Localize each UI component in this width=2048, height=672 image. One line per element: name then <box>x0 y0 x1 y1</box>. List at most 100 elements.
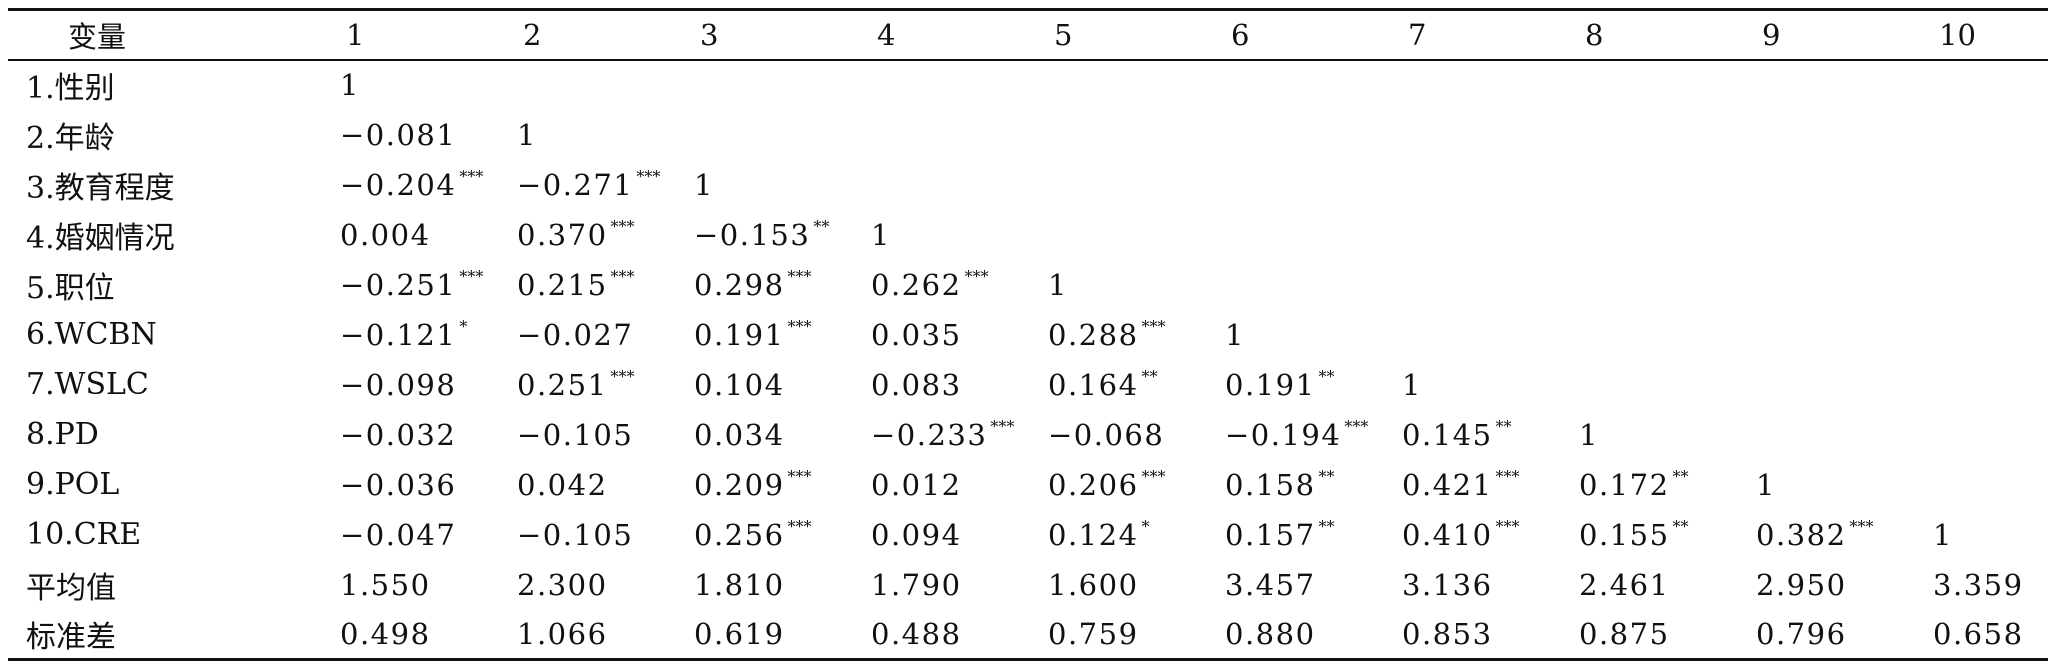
cell-value: 1 <box>517 117 537 152</box>
significance-mark: ** <box>1495 417 1512 436</box>
row-label: 1.性别 <box>26 71 115 106</box>
cell-value: 1.550 <box>340 567 431 602</box>
cell-value: −0.081 <box>340 117 457 152</box>
row-label: 3.教育程度 <box>26 170 175 206</box>
table-cell <box>1565 210 1742 260</box>
header-col-3: 3 <box>700 17 719 52</box>
table-cell: 1 <box>503 110 680 160</box>
table-cell: 1 <box>1034 260 1211 310</box>
significance-mark: *** <box>459 167 484 186</box>
cell-value: −0.047 <box>340 517 457 552</box>
cell-value: 0.421 <box>1402 468 1493 502</box>
significance-mark: * <box>1141 517 1150 536</box>
table-cell: 0.256 *** <box>680 510 857 560</box>
table-cell <box>1565 360 1742 410</box>
table-cell <box>1742 360 1919 410</box>
header-variable: 变量 <box>68 19 127 54</box>
cell-value: 0.145 <box>1402 418 1493 452</box>
table-cell: 0.658 <box>1919 610 2048 660</box>
row-label: 标准差 <box>26 619 116 655</box>
table-cell: 0.104 <box>680 360 857 410</box>
row-label: 平均值 <box>26 570 116 606</box>
table-cell <box>1919 360 2048 410</box>
table-cell <box>857 110 1034 160</box>
cell-value: −0.121 <box>340 318 457 352</box>
table-cell <box>1742 410 1919 460</box>
significance-mark: *** <box>610 267 635 286</box>
table-cell: 1 <box>857 210 1034 260</box>
cell-value: −0.204 <box>340 168 457 202</box>
header-row: 变量 1 2 3 4 5 6 7 8 9 10 <box>8 9 2048 60</box>
table-row: 9.POL −0.036 0.042 0.209 *** 0.012 0.206 *** 0.1… <box>8 460 2048 510</box>
table-cell: −0.036 <box>326 460 503 510</box>
table-cell: −0.032 <box>326 410 503 460</box>
cell-value: 0.262 <box>871 268 962 302</box>
table-cell: 0.619 <box>680 610 857 660</box>
table-cell: −0.047 <box>326 510 503 560</box>
table-cell: −0.271 *** <box>503 160 680 210</box>
cell-value: 0.209 <box>694 468 785 502</box>
cell-value: 0.759 <box>1048 616 1139 651</box>
significance-mark: *** <box>787 267 812 286</box>
table-cell <box>1919 410 2048 460</box>
significance-mark: ** <box>1141 367 1158 386</box>
table-cell: 0.262 *** <box>857 260 1034 310</box>
cell-value: 1 <box>694 167 714 202</box>
significance-mark: *** <box>1495 517 1520 536</box>
table-row: 10.CRE −0.047 −0.105 0.256 *** 0.094 0.124 * 0.1… <box>8 510 2048 560</box>
cell-value: 1 <box>1933 517 1953 552</box>
cell-value: −0.098 <box>340 367 457 402</box>
cell-value: 1 <box>871 217 891 252</box>
table-cell <box>1742 60 1919 110</box>
table-row: 6.WCBN −0.121 * −0.027 0.191 *** 0.035 0.288 ***… <box>8 310 2048 360</box>
cell-value: 0.158 <box>1225 468 1316 502</box>
cell-value: 2.300 <box>517 567 608 602</box>
cell-value: 1 <box>340 68 360 102</box>
table-cell <box>1388 310 1565 360</box>
table-cell <box>1742 260 1919 310</box>
table-cell: 0.880 <box>1211 610 1388 660</box>
row-label: 10.CRE <box>26 517 142 552</box>
table-cell <box>1919 210 2048 260</box>
table-cell: 0.206 *** <box>1034 460 1211 510</box>
significance-mark: *** <box>636 167 661 186</box>
cell-value: 0.124 <box>1048 518 1139 552</box>
cell-value: 0.619 <box>694 616 785 651</box>
table-cell: 0.155 ** <box>1565 510 1742 560</box>
table-cell: 0.191 *** <box>680 310 857 360</box>
table-cell <box>1565 60 1742 110</box>
table-cell: 1.600 <box>1034 560 1211 610</box>
table-cell: −0.233 *** <box>857 410 1034 460</box>
table-cell <box>1388 260 1565 310</box>
table-cell: 0.012 <box>857 460 1034 510</box>
table-cell <box>1034 210 1211 260</box>
header-col-6: 6 <box>1231 17 1250 52</box>
row-label: 5.职位 <box>26 270 115 306</box>
table-cell: 3.457 <box>1211 560 1388 610</box>
cell-value: 1 <box>1402 367 1422 402</box>
cell-value: 0.796 <box>1756 616 1847 651</box>
cell-value: −0.153 <box>694 218 811 252</box>
significance-mark: ** <box>813 217 830 236</box>
table-row: 2.年龄 −0.081 1 <box>8 110 2048 160</box>
table-cell <box>1211 160 1388 210</box>
significance-mark: *** <box>787 467 812 486</box>
cell-value: 0.880 <box>1225 616 1316 651</box>
cell-value: 0.488 <box>871 616 962 651</box>
cell-value: 0.191 <box>1225 368 1316 402</box>
header-col-1: 1 <box>346 17 365 52</box>
cell-value: 0.382 <box>1756 518 1847 552</box>
table-cell <box>1565 260 1742 310</box>
cell-value: 0.298 <box>694 268 785 302</box>
significance-mark: ** <box>1318 467 1335 486</box>
cell-value: 0.206 <box>1048 468 1139 502</box>
cell-value: 2.461 <box>1579 567 1670 602</box>
correlation-table: 变量 1 2 3 4 5 6 7 8 9 10 1.性别 1 2.年龄 −0.081 1 3.教育程度 −0.2… <box>8 8 2048 661</box>
cell-value: −0.036 <box>340 467 457 502</box>
table-cell: 2.300 <box>503 560 680 610</box>
table-cell <box>857 60 1034 110</box>
significance-mark: *** <box>610 367 635 386</box>
cell-value: 0.875 <box>1579 616 1670 651</box>
table-cell: 0.145 ** <box>1388 410 1565 460</box>
table-cell <box>1742 160 1919 210</box>
